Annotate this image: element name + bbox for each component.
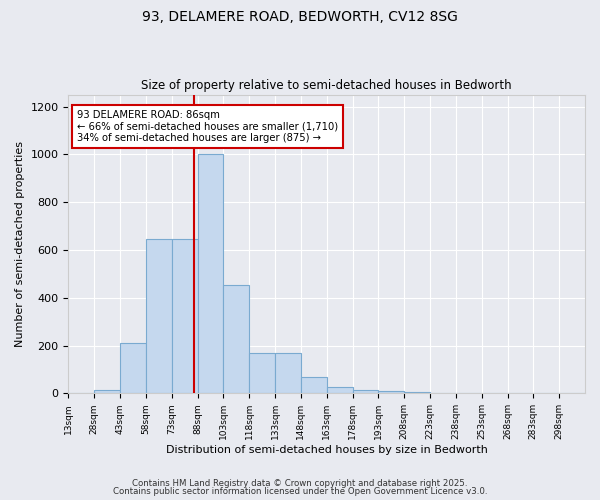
Y-axis label: Number of semi-detached properties: Number of semi-detached properties [15, 141, 25, 347]
Bar [275, 352, 301, 394]
Bar [94, 390, 120, 394]
Bar [379, 391, 404, 394]
Bar [327, 388, 353, 394]
Bar [353, 390, 379, 394]
Bar [249, 352, 275, 394]
Bar [404, 392, 430, 394]
Text: 93 DELAMERE ROAD: 86sqm
← 66% of semi-detached houses are smaller (1,710)
34% of: 93 DELAMERE ROAD: 86sqm ← 66% of semi-de… [77, 110, 338, 144]
Bar [172, 239, 197, 394]
Text: Contains HM Land Registry data © Crown copyright and database right 2025.: Contains HM Land Registry data © Crown c… [132, 478, 468, 488]
Bar [146, 239, 172, 394]
Title: Size of property relative to semi-detached houses in Bedworth: Size of property relative to semi-detach… [142, 79, 512, 92]
Bar [197, 154, 223, 394]
Text: 93, DELAMERE ROAD, BEDWORTH, CV12 8SG: 93, DELAMERE ROAD, BEDWORTH, CV12 8SG [142, 10, 458, 24]
Bar [120, 343, 146, 394]
X-axis label: Distribution of semi-detached houses by size in Bedworth: Distribution of semi-detached houses by … [166, 445, 488, 455]
Bar [301, 376, 327, 394]
Bar [223, 284, 249, 394]
Text: Contains public sector information licensed under the Open Government Licence v3: Contains public sector information licen… [113, 487, 487, 496]
